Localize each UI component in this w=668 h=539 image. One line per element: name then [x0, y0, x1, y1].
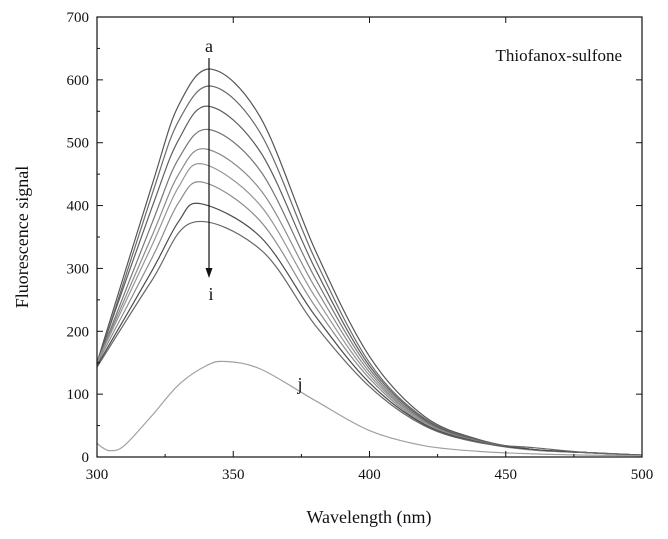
y-tick-label-400: 400: [67, 199, 90, 215]
curves-layer: [96, 68, 643, 457]
y-tick-label-500: 500: [67, 136, 90, 152]
curve-j-label: j: [296, 374, 302, 394]
series-g-line: [96, 181, 643, 456]
x-tick-label-350: 350: [222, 467, 245, 483]
series-b-line: [96, 85, 643, 456]
trend-arrow-head: [205, 268, 213, 278]
y-tick-label-200: 200: [67, 324, 90, 340]
y-tick-label-600: 600: [67, 73, 90, 89]
y-axis-title: Fluorescence signal: [12, 166, 32, 308]
legend-label: Thiofanox-sulfone: [495, 46, 622, 65]
y-tick-label-100: 100: [67, 387, 90, 403]
series-h-line: [96, 202, 643, 456]
series-f-line: [96, 162, 643, 456]
x-tick-label-400: 400: [358, 467, 381, 483]
x-axis-title: Wavelength (nm): [306, 507, 431, 528]
x-tick-label-500: 500: [631, 467, 654, 483]
plot-frame: [96, 16, 643, 458]
x-tick-label-300: 300: [86, 467, 109, 483]
series-a-line: [96, 68, 643, 456]
ticks-layer: 300 350 400 450 500 0 100 200 300 400 500 600 700: [67, 10, 654, 483]
x-tick-label-450: 450: [495, 467, 518, 483]
series-i-line: [96, 220, 643, 456]
arrow-end-label: i: [208, 284, 213, 304]
arrow-start-label: a: [205, 36, 213, 56]
y-tick-label-300: 300: [67, 261, 90, 277]
series-d-line: [96, 128, 643, 456]
y-tick-label-700: 700: [67, 10, 90, 26]
y-tick-label-0: 0: [82, 450, 90, 466]
series-e-line: [96, 148, 643, 456]
